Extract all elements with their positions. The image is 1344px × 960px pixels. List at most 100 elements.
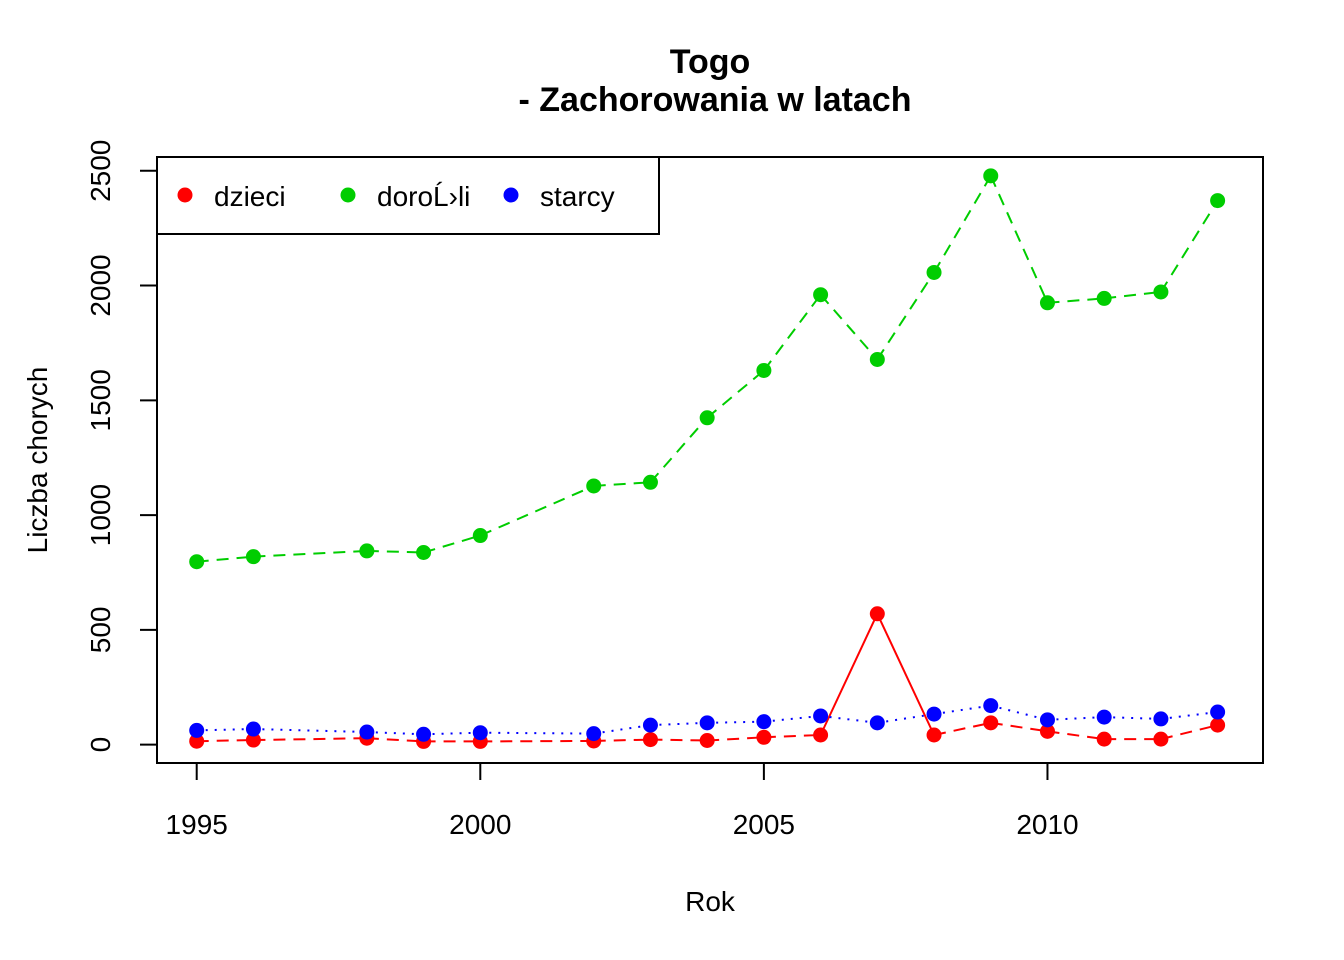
series-segment (253, 549, 367, 558)
series-segment (707, 736, 764, 742)
data-point (869, 715, 885, 731)
data-point (416, 726, 432, 742)
data-point (1039, 723, 1055, 739)
series-segment (819, 613, 879, 736)
series-segment (989, 175, 1049, 304)
legend-box (156, 156, 660, 235)
series-segment (1047, 730, 1105, 741)
data-point (472, 725, 488, 741)
y-tick-label: 2000 (85, 254, 116, 316)
data-point (1153, 284, 1169, 300)
data-point (642, 474, 658, 490)
series-layer (189, 168, 1226, 749)
y-tick-label: 500 (85, 607, 116, 654)
series-segment (990, 721, 1048, 733)
legend-marker (340, 187, 356, 203)
data-point (926, 727, 942, 743)
series-segment (706, 369, 765, 419)
legend-items: dzieci doroĹ›li starcy (177, 181, 615, 212)
series-segment (366, 549, 424, 554)
series-1 (189, 168, 1226, 570)
data-point (1096, 709, 1112, 725)
data-point (926, 264, 942, 280)
series-segment (196, 739, 254, 743)
data-point (1210, 717, 1226, 733)
series-segment (366, 737, 424, 743)
y-tick-label: 1500 (85, 369, 116, 431)
series-segment (1104, 716, 1161, 720)
series-segment (593, 481, 651, 487)
data-point (813, 727, 829, 743)
data-point (983, 698, 999, 714)
data-point (359, 543, 375, 559)
x-tick-label: 2010 (1016, 809, 1078, 840)
legend-label: doroĹ›li (377, 181, 470, 212)
x-tick-label: 2005 (733, 809, 795, 840)
data-point (813, 287, 829, 303)
data-point (586, 726, 602, 742)
data-point (699, 410, 715, 426)
series-segment (1047, 297, 1105, 304)
data-point (756, 362, 772, 378)
data-point (416, 545, 432, 561)
series-segment (933, 704, 991, 716)
chart-title: Togo (670, 43, 751, 81)
data-point (642, 717, 658, 733)
y-tick-label: 2500 (85, 140, 116, 202)
series-0 (189, 606, 1226, 749)
series-segment (423, 534, 481, 554)
x-tick-label: 2000 (449, 809, 511, 840)
series-segment (1047, 716, 1105, 721)
x-tick-label: 1995 (166, 809, 228, 840)
series-segment (1160, 711, 1218, 720)
chart-subtitle: - Zachorowania w latach (519, 81, 912, 119)
series-segment (763, 714, 821, 723)
data-point (245, 732, 261, 748)
data-point (245, 721, 261, 737)
series-segment (196, 555, 254, 563)
data-point (586, 478, 602, 494)
series-segment (253, 737, 367, 742)
series-segment (253, 728, 367, 734)
series-segment (423, 731, 481, 736)
data-point (756, 729, 772, 745)
data-point (1210, 193, 1226, 209)
series-segment (820, 714, 878, 724)
y-axis-label: Liczba chorych (22, 367, 53, 554)
data-point (1153, 731, 1169, 747)
x-axis: 1995 2000 2005 2010 (166, 762, 1079, 840)
series-segment (877, 713, 935, 724)
legend-label: dzieci (214, 181, 286, 212)
data-point (245, 549, 261, 565)
series-segment (649, 417, 708, 483)
data-point (1039, 712, 1055, 728)
series-segment (763, 294, 822, 372)
series-segment (480, 731, 594, 735)
series-segment (707, 720, 764, 724)
data-point (1039, 295, 1055, 311)
y-tick-label: 1000 (85, 484, 116, 546)
series-segment (650, 738, 708, 742)
data-point (472, 528, 488, 544)
plot-frame (156, 156, 1264, 764)
series-segment (990, 704, 1048, 721)
data-point (189, 733, 205, 749)
series-segment (876, 271, 935, 361)
data-point (359, 724, 375, 740)
legend-marker (177, 187, 193, 203)
data-point (189, 722, 205, 738)
data-point (869, 606, 885, 622)
series-segment (933, 175, 992, 273)
series-segment (650, 721, 708, 727)
series-segment (1160, 724, 1218, 741)
legend-label: starcy (540, 181, 615, 212)
series-segment (366, 731, 424, 736)
data-point (699, 733, 715, 749)
y-tick-label: 0 (85, 737, 116, 753)
series-segment (479, 485, 595, 537)
legend: dzieci doroĹ›li starcy (156, 156, 660, 235)
data-point (869, 351, 885, 367)
data-point (1153, 711, 1169, 727)
y-axis: 0 500 1000 1500 2000 2500 (85, 140, 158, 753)
